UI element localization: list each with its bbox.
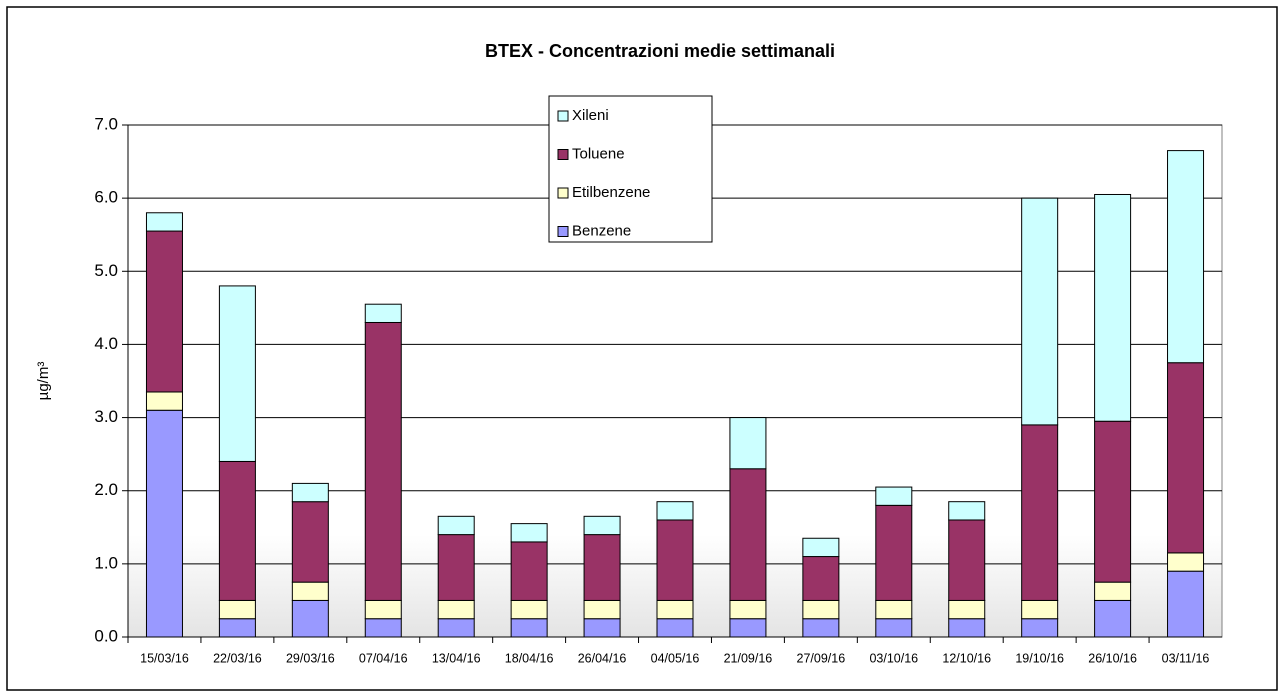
bar-segment xyxy=(437,534,475,601)
bar-segment xyxy=(1021,424,1059,601)
bar-segment xyxy=(583,515,621,536)
legend-swatch xyxy=(557,110,569,122)
legend-label: Etilbenzene xyxy=(572,184,650,201)
x-tick-label: 03/11/16 xyxy=(1162,651,1210,665)
bar-segment xyxy=(583,599,621,620)
legend-label: Toluene xyxy=(572,145,625,162)
legend-swatch xyxy=(557,187,569,199)
bar-segment xyxy=(656,618,694,638)
bar-segment xyxy=(802,599,840,620)
bar-segment xyxy=(875,486,913,506)
y-tick-label: 5.0 xyxy=(94,261,118,280)
bar-segment xyxy=(802,556,840,601)
bar-segment xyxy=(291,482,329,503)
y-axis-label: µg/m³ xyxy=(35,362,52,401)
bar-segment xyxy=(656,599,694,620)
legend-swatch xyxy=(557,149,569,160)
bar-segment xyxy=(364,321,402,601)
bar-segment xyxy=(948,501,986,521)
bar-segment xyxy=(145,409,183,638)
bar-segment xyxy=(1021,599,1059,620)
x-tick-label: 27/09/16 xyxy=(797,651,846,665)
bar-segment xyxy=(1167,362,1205,554)
bar-segment xyxy=(1094,420,1132,583)
bar-segment xyxy=(1094,193,1132,422)
y-tick-label: 7.0 xyxy=(94,114,118,133)
bar-segment xyxy=(291,599,329,638)
bar-segment xyxy=(145,391,183,411)
bar-segment xyxy=(729,468,767,601)
bar-segment xyxy=(948,618,986,638)
y-tick-label: 2.0 xyxy=(94,480,118,499)
bar-segment xyxy=(510,618,548,638)
legend xyxy=(548,95,713,243)
bar-segment xyxy=(875,504,913,601)
bar-segment xyxy=(656,519,694,601)
bar-segment xyxy=(510,523,548,543)
bar-segment xyxy=(1094,599,1132,638)
x-tick-label: 19/10/16 xyxy=(1015,651,1064,665)
x-tick-label: 03/10/16 xyxy=(869,651,918,665)
axes: 0.0 1.0 2.0 3.0 4.0 5.0 6.0 7.0 15/03/16 22/03/16… xyxy=(94,114,1222,665)
x-tick-label: 12/10/16 xyxy=(942,651,991,665)
y-tick-label: 1.0 xyxy=(94,553,118,572)
bar-segment xyxy=(218,599,256,620)
bar-segment xyxy=(875,599,913,620)
legend-label: Benzene xyxy=(572,222,631,239)
bar-segment xyxy=(145,212,183,232)
bar-segment xyxy=(1094,581,1132,601)
bar-segment xyxy=(291,581,329,601)
bar-segment xyxy=(802,537,840,558)
bar-segment xyxy=(583,618,621,638)
bar-segment xyxy=(437,515,475,536)
bar-segment xyxy=(291,501,329,583)
bar-segment xyxy=(729,417,767,470)
x-tick-label: 15/03/16 xyxy=(140,651,189,665)
bar-segment xyxy=(875,618,913,638)
legend-label: Xileni xyxy=(572,107,609,124)
bar-segment xyxy=(948,519,986,601)
bar-segment xyxy=(1167,552,1205,572)
x-tick-label: 21/09/16 xyxy=(724,651,773,665)
bar-segment xyxy=(437,618,475,638)
y-tick-label: 6.0 xyxy=(94,188,118,207)
bar-segment xyxy=(656,501,694,521)
bar-segment xyxy=(802,618,840,638)
chart-title: BTEX - Concentrazioni medie settimanali xyxy=(485,41,835,61)
bar-segment xyxy=(510,599,548,620)
bar-segment xyxy=(364,303,402,323)
x-tick-label: 22/03/16 xyxy=(213,651,262,665)
x-tick-label: 29/03/16 xyxy=(286,651,335,665)
bar-segment xyxy=(948,599,986,620)
y-tick-label: 0.0 xyxy=(94,626,118,645)
bar-segment xyxy=(218,285,256,462)
bar-segment xyxy=(218,618,256,638)
x-tick-label: 13/04/16 xyxy=(432,651,481,665)
y-tick-label: 3.0 xyxy=(94,407,118,426)
bars xyxy=(145,150,1205,638)
bar-segment xyxy=(1021,197,1059,426)
bar-segment xyxy=(1167,570,1205,638)
bar-segment xyxy=(1021,618,1059,638)
bar-segment xyxy=(145,230,183,393)
x-tick-label: 04/05/16 xyxy=(651,651,700,665)
x-tick-label: 26/10/16 xyxy=(1088,651,1137,665)
x-tick-label: 26/04/16 xyxy=(578,651,627,665)
legend-swatch xyxy=(557,226,569,237)
bar-segment xyxy=(583,534,621,601)
x-tick-label: 07/04/16 xyxy=(359,651,408,665)
y-tick-label: 4.0 xyxy=(94,334,118,353)
legend-items: Benzene Etilbenzene Toluene Xileni xyxy=(557,107,650,239)
bar-segment xyxy=(364,599,402,620)
bar-segment xyxy=(729,618,767,638)
bar-segment xyxy=(437,599,475,620)
bar-segment xyxy=(218,460,256,601)
bar-segment xyxy=(729,599,767,620)
x-tick-label: 18/04/16 xyxy=(505,651,554,665)
bar-segment xyxy=(1167,150,1205,364)
bar-segment xyxy=(510,541,548,601)
bar-segment xyxy=(364,618,402,638)
